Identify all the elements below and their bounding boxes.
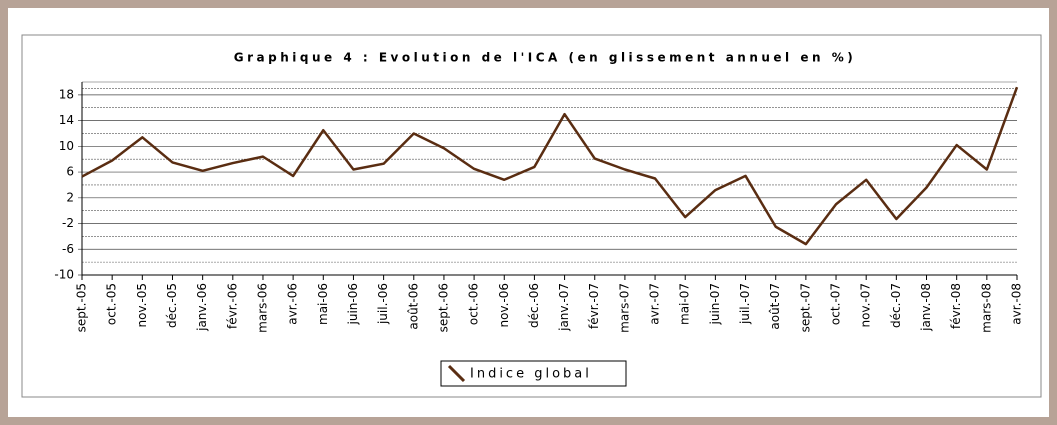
panel — [8, 8, 1049, 417]
y-tick-label: 6 — [66, 165, 74, 179]
x-tick-label: déc.-07 — [889, 283, 903, 328]
legend-label: Indice global — [470, 367, 592, 382]
x-tick-label: sept.-06 — [436, 283, 450, 332]
x-tick-label: sept.-07 — [798, 283, 812, 332]
y-tick-label: 2 — [66, 190, 74, 204]
x-tick-label: févr.-08 — [949, 283, 963, 329]
legend-swatch — [447, 364, 466, 383]
x-tick-label: nov.-06 — [497, 283, 511, 328]
x-tick-label: déc.-06 — [527, 283, 541, 328]
x-tick-label: juil.-07 — [738, 283, 752, 325]
y-tick-label: -2 — [62, 216, 74, 230]
x-tick-label: janv.-08 — [919, 283, 933, 332]
x-tick-label: mai-06 — [316, 283, 330, 325]
x-tick-label: oct.-05 — [105, 283, 119, 325]
x-tick-label: févr.-07 — [587, 283, 601, 329]
x-tick-label: oct.-06 — [467, 283, 481, 325]
x-tick-label: avr.-08 — [1010, 283, 1024, 325]
x-tick-label: sept.-05 — [75, 283, 89, 332]
x-tick-label: nov.-07 — [859, 283, 873, 328]
x-tick-label: oct.-07 — [829, 283, 843, 325]
x-tick-label: juil.-06 — [376, 283, 390, 325]
x-tick-label: avr.-06 — [286, 283, 300, 325]
y-tick-label: -6 — [62, 242, 74, 256]
x-tick-label: déc.-05 — [165, 283, 179, 328]
x-tick-label: mars-08 — [979, 283, 993, 333]
data-line — [81, 86, 1019, 246]
x-tick-label: juin-07 — [708, 283, 722, 325]
x-tick-label: juin-06 — [346, 283, 360, 325]
x-tick-label: août-06 — [406, 283, 420, 330]
x-tick-label: mars-07 — [617, 283, 631, 333]
x-tick-label: févr.-06 — [225, 283, 239, 329]
y-tick-label: 10 — [59, 139, 74, 153]
x-tick-label: nov.-05 — [135, 283, 149, 328]
x-tick-label: mars-06 — [255, 283, 269, 333]
y-tick-label: -10 — [54, 268, 74, 282]
chart-frame — [21, 34, 1042, 398]
y-tick-label: 18 — [59, 87, 74, 101]
x-tick-label: mai-07 — [678, 283, 692, 325]
x-tick-label: avr.-07 — [648, 283, 662, 325]
x-tick-label: août-07 — [768, 283, 782, 330]
chart-title: Graphique 4 : Evolution de l'ICA (en gli… — [234, 51, 856, 65]
x-tick-label: janv.-06 — [195, 283, 209, 332]
y-tick-label: 14 — [59, 113, 74, 127]
x-tick-label: janv.-07 — [557, 283, 571, 332]
legend-box — [440, 360, 627, 387]
